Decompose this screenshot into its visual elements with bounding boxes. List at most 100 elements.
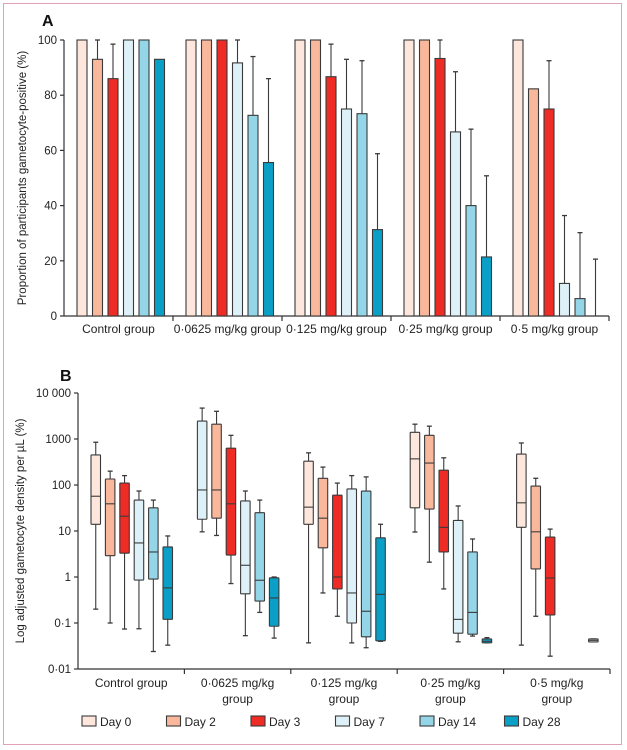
box-iqr (375, 537, 386, 642)
legend-item-day0: Day 0 (81, 715, 132, 729)
box-iqr (424, 434, 435, 510)
box-iqr (162, 546, 174, 620)
figure-frame (3, 3, 622, 745)
panel-a-y-tick-label: 100 (38, 35, 57, 47)
panel-b-x-tick-label: 0·125 mg/kg (311, 676, 378, 690)
legend-label: Day 0 (100, 715, 132, 729)
bar-day14 (247, 114, 259, 317)
box-day2 (424, 425, 435, 563)
box-iqr (332, 494, 343, 590)
bar-day3 (216, 39, 228, 317)
box-iqr (90, 454, 102, 525)
box-iqr (467, 551, 478, 635)
box-iqr (268, 577, 280, 627)
legend-item-day7: Day 7 (334, 715, 386, 729)
panel-a-y-axis-title: Proportion of participants gametocyte-po… (17, 51, 29, 306)
box-day2 (317, 466, 329, 594)
box-iqr (119, 482, 130, 554)
panel-b-axes: 0·01 0·1 1 10 100 1000 10 000 Control group 0·06… (36, 388, 611, 706)
legend-label: Day 3 (269, 715, 301, 729)
legend-swatch (250, 715, 266, 727)
legend: Day 0 Day 2 Day 3 Day 7 Day 14 Day 28 (81, 715, 561, 729)
box-iqr (211, 423, 222, 519)
box-day2 (211, 410, 222, 537)
box-iqr (254, 512, 266, 602)
box-day7 (240, 490, 251, 637)
box-day0 (409, 423, 421, 533)
legend-swatch (165, 715, 182, 727)
box-day28 (481, 637, 493, 644)
bar-day7 (449, 131, 462, 317)
bar-day7 (340, 108, 353, 317)
box-iqr (317, 477, 329, 549)
bar-day3 (543, 108, 555, 317)
panel-b-y-tick-label: 100 (52, 480, 71, 492)
panel-b-x-tick-label: group (435, 692, 466, 706)
panel-b: B Log adjusted gametocyte density per µL… (15, 368, 611, 706)
box-day3 (332, 482, 343, 617)
box-day28 (375, 523, 386, 642)
panel-a-y-tick-label: 60 (44, 145, 57, 157)
box-day3 (544, 528, 556, 657)
box-day2 (530, 477, 542, 617)
box-day28 (588, 638, 599, 643)
box-day14 (254, 499, 266, 614)
bar-day7 (122, 39, 135, 317)
legend-item-day28: Day 28 (503, 715, 561, 729)
panel-a-y-tick-label: 80 (44, 90, 57, 102)
box-day3 (225, 434, 237, 585)
legend-label: Day 7 (354, 715, 386, 729)
box-iqr (544, 536, 556, 616)
box-iqr (452, 519, 464, 634)
panel-a-y-tick-label: 20 (44, 256, 57, 268)
box-iqr (346, 488, 358, 624)
panel-b-x-tick-label: group (329, 692, 360, 706)
panel-a-y-tick-label: 40 (44, 201, 57, 213)
panel-b-y-tick-label: 1000 (45, 434, 71, 446)
box-day3 (438, 457, 450, 590)
bar-day28 (480, 256, 493, 317)
bar-day0 (185, 39, 197, 317)
bar-day7 (231, 62, 244, 317)
bar-day14 (465, 205, 477, 317)
panel-a-axes: 0 20 40 60 80 100 Control group 0·0625 mg/kg gr… (38, 35, 610, 336)
bar-day0 (294, 39, 306, 317)
panel-b-x-tick-label: group (541, 692, 572, 706)
panel-b-y-tick-label: 10 000 (36, 388, 71, 400)
box-day14 (467, 538, 478, 637)
box-iqr (438, 469, 450, 553)
box-iqr (196, 420, 208, 520)
panel-a-x-tick-label: 0·5 mg/kg group (511, 322, 599, 336)
box-iqr (133, 499, 145, 581)
panel-b-x-tick-label: group (222, 692, 253, 706)
box-iqr (148, 507, 159, 580)
bar-day3 (325, 76, 337, 317)
legend-item-day2: Day 2 (165, 715, 216, 729)
legend-label: Day 14 (438, 715, 476, 729)
bar-day14 (138, 39, 150, 317)
panel-a-x-tick-label: 0·0625 mg/kg group (174, 322, 282, 336)
panel-b-y-tick-label: 0·01 (48, 664, 71, 676)
legend-item-day14: Day 14 (419, 715, 476, 729)
box-iqr (104, 478, 116, 557)
legend-label: Day 28 (523, 715, 561, 729)
bar-day0 (512, 39, 524, 317)
bar-day2 (527, 88, 540, 317)
box-day28 (162, 535, 174, 646)
panel-b-y-axis-title: Log adjusted gametocyte density per µL (… (15, 418, 27, 643)
legend-item-day3: Day 3 (250, 715, 301, 729)
box-day0 (90, 441, 102, 610)
box-day2 (104, 470, 116, 624)
panel-b-boxes (90, 407, 599, 657)
box-day0 (196, 407, 208, 533)
box-iqr (360, 490, 372, 638)
panel-b-x-tick-label: Control group (95, 676, 168, 690)
bar-day14 (356, 113, 368, 317)
legend-swatch (334, 715, 351, 727)
legend-swatch (81, 715, 97, 727)
bar-day2 (418, 39, 431, 317)
box-iqr (240, 500, 251, 595)
panel-a-y-tick-label: 0 (51, 311, 57, 323)
panel-a: A Proportion of participants gametocyte-… (17, 13, 610, 336)
